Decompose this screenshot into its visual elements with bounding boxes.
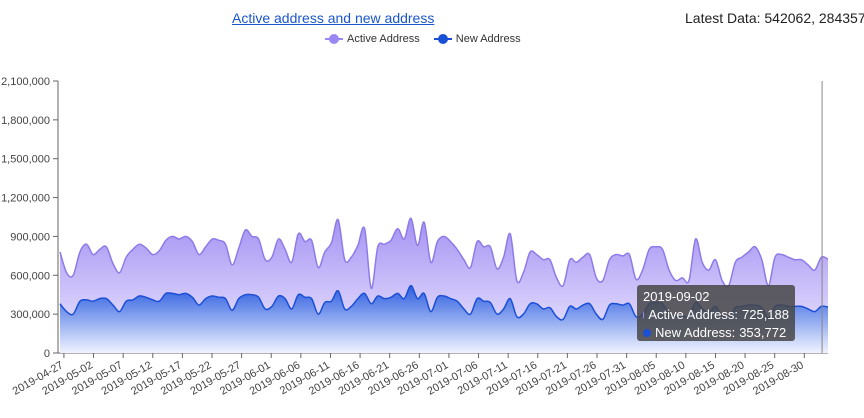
chart-title[interactable]: Active address and new address xyxy=(232,10,435,26)
latest-data: Latest Data: 542062, 284357 xyxy=(685,10,864,26)
y-tick-label: 900,000 xyxy=(10,231,50,243)
legend: Active Address New Address xyxy=(325,33,521,45)
y-tick-label: 2,100,000 xyxy=(1,76,50,88)
tooltip-date: 2019-09-02 xyxy=(643,289,710,304)
y-tick-label: 1,800,000 xyxy=(1,115,50,127)
y-axis: 0 300,000 600,000 900,000 1,200,000 1,500,000… xyxy=(1,76,59,360)
series-group xyxy=(59,217,829,353)
latest-data-label: Latest Data: xyxy=(685,10,761,26)
tooltip-active-label: Active Address: xyxy=(648,307,738,322)
tooltip-active-value: 725,188 xyxy=(742,307,789,322)
y-tick-label: 300,000 xyxy=(10,309,50,321)
tooltip-row-active: Active Address: 725,188 xyxy=(643,306,789,324)
legend-label: New Address xyxy=(455,33,521,45)
legend-item-new-address[interactable]: New Address xyxy=(433,33,521,45)
series-line-active-address xyxy=(59,217,829,289)
legend-label: Active Address xyxy=(347,33,420,45)
y-tick-label: 0 xyxy=(44,348,50,360)
tooltip-new-label: New Address: xyxy=(655,325,736,340)
tooltip: 2019-09-02 Active Address: 725,188 New A… xyxy=(637,285,795,341)
x-axis: 2019-04-272019-05-022019-05-072019-05-12… xyxy=(11,352,828,398)
series-area-new-address xyxy=(60,285,828,353)
latest-data-values: 542062, 284357 xyxy=(764,10,864,26)
legend-symbol-icon xyxy=(325,34,343,44)
series-dot-icon xyxy=(643,329,651,337)
tooltip-row-new: New Address: 353,772 xyxy=(643,324,789,342)
series-dot-icon xyxy=(643,311,645,319)
y-tick-label: 1,500,000 xyxy=(1,154,50,166)
legend-symbol-icon xyxy=(433,34,452,44)
y-tick-label: 600,000 xyxy=(10,270,50,282)
y-tick-label: 1,200,000 xyxy=(1,193,50,205)
legend-item-active-address[interactable]: Active Address xyxy=(325,33,420,45)
tooltip-new-value: 353,772 xyxy=(739,325,787,340)
